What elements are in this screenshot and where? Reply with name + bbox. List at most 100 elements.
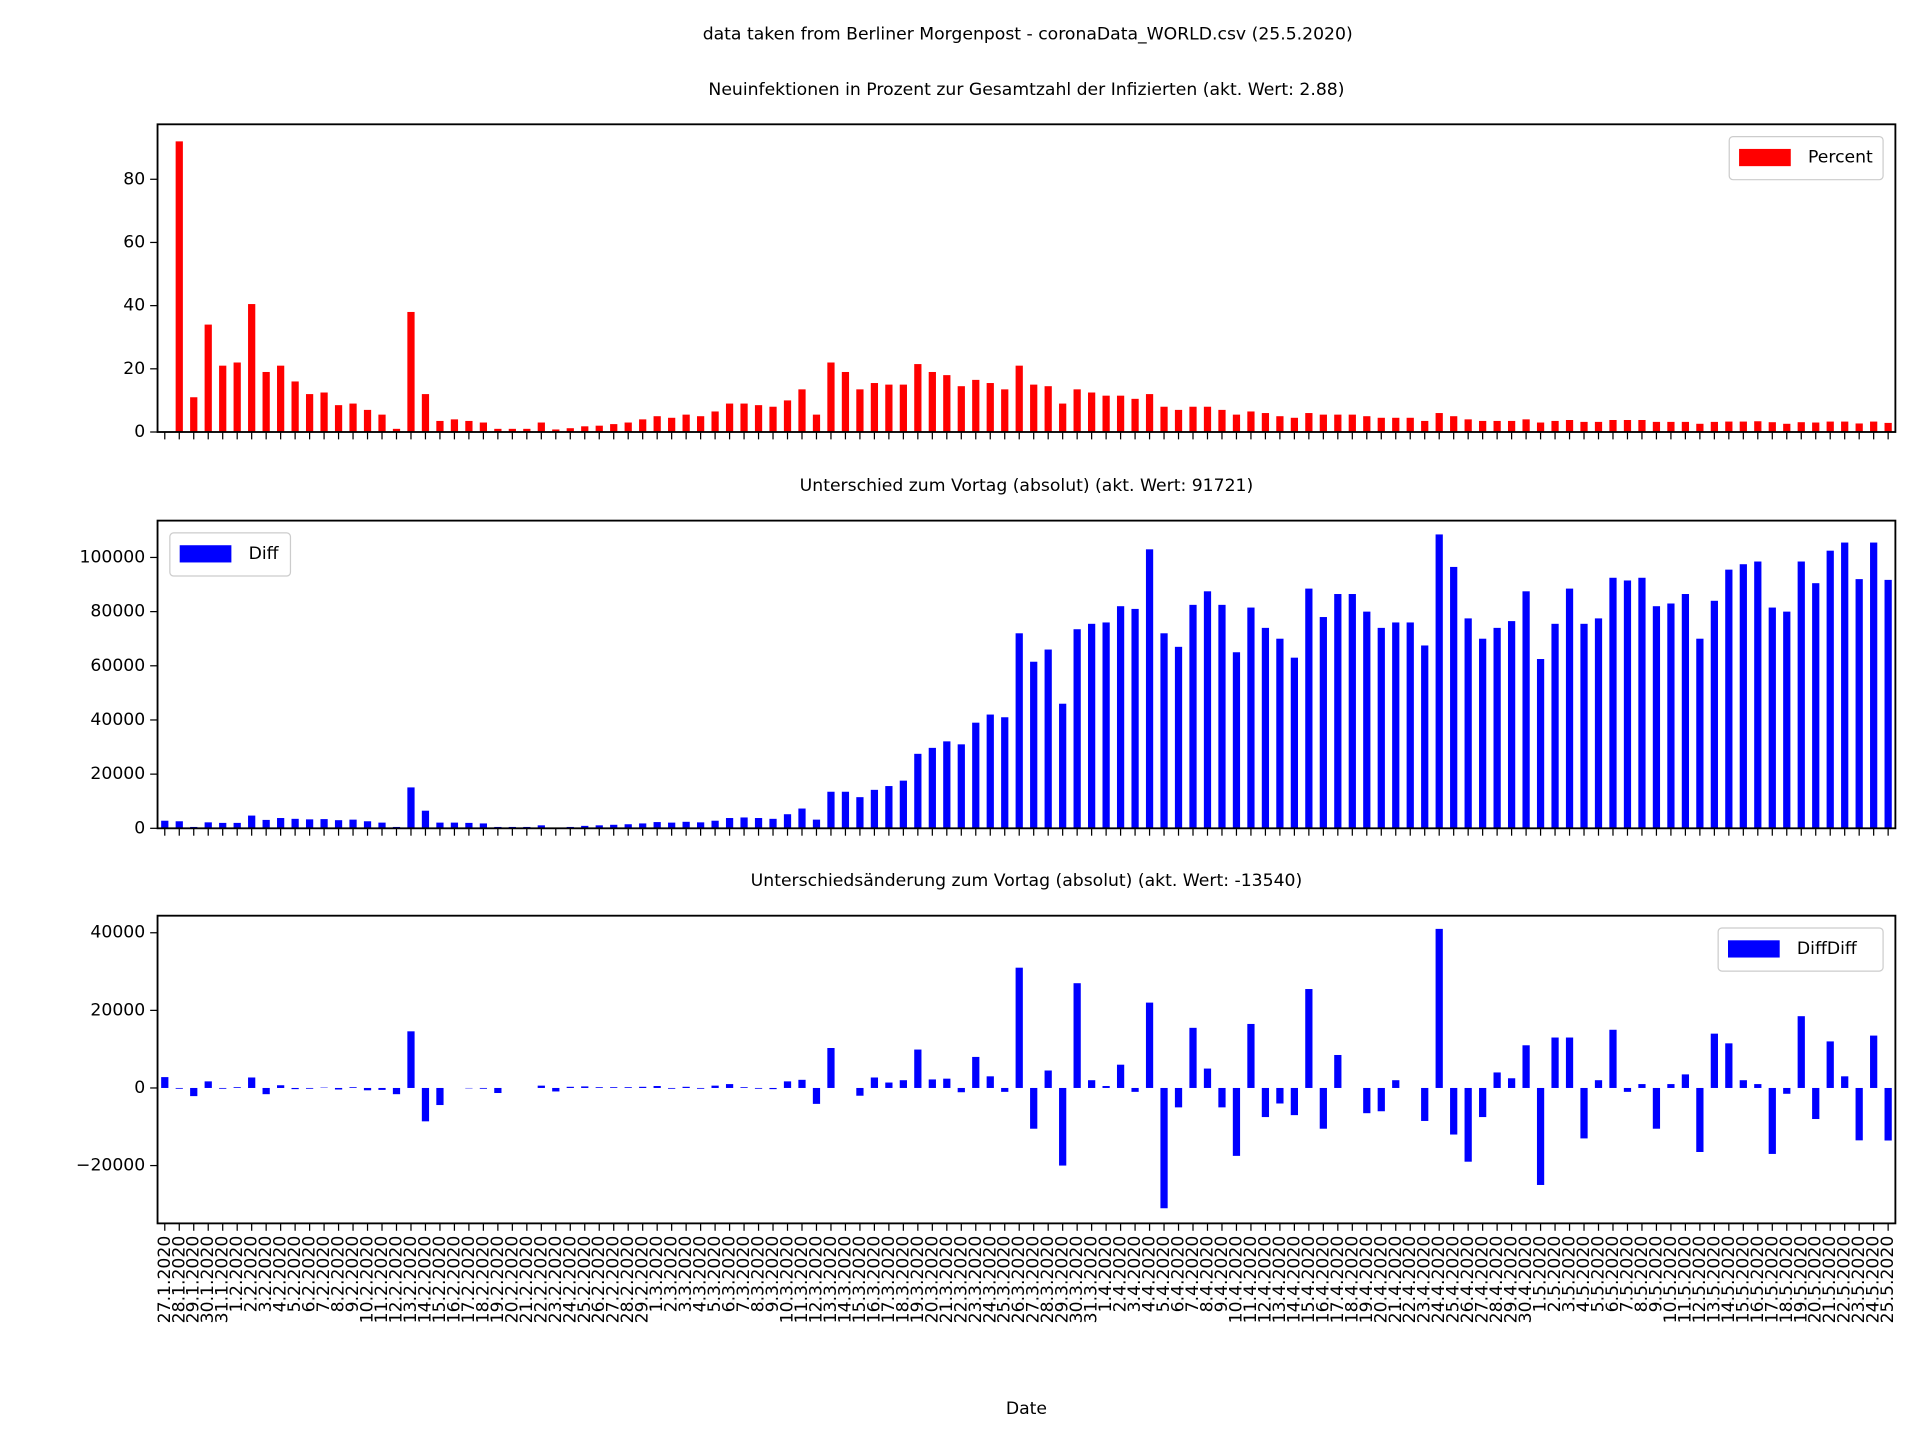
- x-tick-label: 13.4.2020: [1270, 1236, 1290, 1324]
- bar: [1305, 413, 1313, 432]
- bar: [1855, 423, 1863, 432]
- bar: [1812, 583, 1820, 829]
- bar: [1580, 1087, 1588, 1139]
- x-tick-label: 1.5.2020: [1531, 1236, 1551, 1313]
- x-tick-label: 22.5.2020: [1835, 1236, 1855, 1324]
- bar: [1261, 627, 1270, 829]
- x-tick-label: 23.4.2020: [1415, 1236, 1435, 1324]
- bar: [291, 818, 299, 829]
- bar: [1536, 659, 1545, 829]
- bar: [1203, 1068, 1212, 1088]
- x-tick-label: 11.2.2020: [372, 1236, 392, 1324]
- x-tick-label: 25.5.2020: [1878, 1236, 1898, 1324]
- x-tick-label: 4.5.2020: [1574, 1236, 1594, 1313]
- bar: [537, 422, 545, 432]
- bar: [595, 825, 603, 829]
- x-tick-label: 2.3.2020: [662, 1236, 682, 1313]
- legend-swatch: [179, 545, 232, 563]
- y-tick-label: 60: [123, 232, 145, 252]
- y-tick-label: 0: [134, 1078, 145, 1098]
- bar: [407, 1031, 415, 1088]
- legend-box: [1717, 927, 1884, 972]
- bar: [1160, 633, 1168, 829]
- bar: [392, 1087, 401, 1095]
- bar: [1725, 569, 1733, 829]
- bar: [1218, 409, 1226, 432]
- bar: [914, 1049, 922, 1088]
- bar: [711, 820, 719, 829]
- bar: [914, 364, 922, 432]
- x-tick-label: 27.1.2020: [155, 1236, 175, 1324]
- x-tick-label: 20.4.2020: [1371, 1236, 1391, 1324]
- bar: [639, 1086, 647, 1088]
- bar: [1870, 542, 1878, 829]
- bar: [899, 384, 907, 432]
- bar: [639, 419, 647, 432]
- x-tick-label: 6.5.2020: [1603, 1236, 1623, 1313]
- bar: [1812, 1087, 1820, 1120]
- bar: [1565, 588, 1574, 829]
- x-tick-label: 24.3.2020: [980, 1236, 1000, 1324]
- bar: [392, 428, 401, 432]
- bar: [1536, 422, 1545, 432]
- bar: [1493, 1072, 1501, 1088]
- bar: [1435, 413, 1443, 432]
- chart-title: Unterschied zum Vortag (absolut) (akt. W…: [800, 476, 1254, 496]
- x-tick-label: 29.1.2020: [184, 1236, 204, 1324]
- bar: [1348, 414, 1356, 432]
- bar: [248, 1077, 256, 1088]
- bar: [1884, 1087, 1892, 1141]
- bar: [1464, 618, 1472, 829]
- bar: [1841, 421, 1849, 432]
- y-tick-label: 100000: [79, 547, 145, 567]
- x-tick-label: 29.2.2020: [633, 1236, 653, 1324]
- x-tick-label: 25.3.2020: [995, 1236, 1015, 1324]
- bar: [1638, 577, 1646, 829]
- bar: [1218, 1087, 1226, 1108]
- bar: [928, 371, 936, 432]
- bar: [1261, 1087, 1270, 1118]
- bar: [305, 394, 314, 432]
- bar: [479, 1087, 488, 1089]
- bar: [1348, 594, 1356, 829]
- bar: [610, 424, 618, 432]
- x-tick-label: 23.5.2020: [1849, 1236, 1869, 1324]
- x-tick-label: 31.1.2020: [213, 1236, 233, 1324]
- x-tick-label: 24.2.2020: [560, 1236, 580, 1324]
- x-tick-label: 3.4.2020: [1125, 1236, 1145, 1313]
- x-tick-label: 20.5.2020: [1806, 1236, 1826, 1324]
- bar: [1797, 422, 1805, 432]
- x-tick-label: 21.3.2020: [937, 1236, 957, 1324]
- x-tick-label: 7.3.2020: [734, 1236, 754, 1313]
- x-tick-label: 7.2.2020: [314, 1236, 334, 1313]
- bar: [1696, 638, 1704, 829]
- bar: [1623, 580, 1632, 829]
- axes-frame: [156, 123, 1897, 433]
- bar: [1377, 417, 1385, 432]
- bar: [1710, 421, 1718, 432]
- x-tick-label: 9.4.2020: [1212, 1236, 1232, 1313]
- bar: [1435, 534, 1443, 829]
- bar: [1507, 1078, 1516, 1088]
- x-tick-label: 20.3.2020: [922, 1236, 942, 1324]
- x-tick-label: 10.3.2020: [778, 1236, 798, 1324]
- y-tick-label: 20: [123, 359, 145, 379]
- bar: [1030, 661, 1038, 829]
- x-tick-label: 27.3.2020: [1024, 1236, 1044, 1324]
- bar: [277, 818, 285, 829]
- x-tick-label: 26.3.2020: [1009, 1236, 1029, 1324]
- legend-label: Percent: [1808, 148, 1873, 168]
- x-tick-label: 5.2.2020: [285, 1236, 305, 1313]
- bar: [175, 821, 183, 829]
- bar: [827, 1048, 835, 1088]
- y-tick-label: 20000: [90, 764, 145, 784]
- bar: [1421, 420, 1429, 432]
- bar: [204, 324, 212, 432]
- chart-title: Neuinfektionen in Prozent zur Gesamtzahl…: [708, 80, 1344, 100]
- x-tick-label: 11.4.2020: [1241, 1236, 1261, 1324]
- x-tick-label: 16.5.2020: [1748, 1236, 1768, 1324]
- legend-box: [1728, 136, 1884, 181]
- x-tick-label: 14.2.2020: [415, 1236, 435, 1324]
- x-tick-label: 15.2.2020: [430, 1236, 450, 1324]
- bar: [1088, 1080, 1096, 1088]
